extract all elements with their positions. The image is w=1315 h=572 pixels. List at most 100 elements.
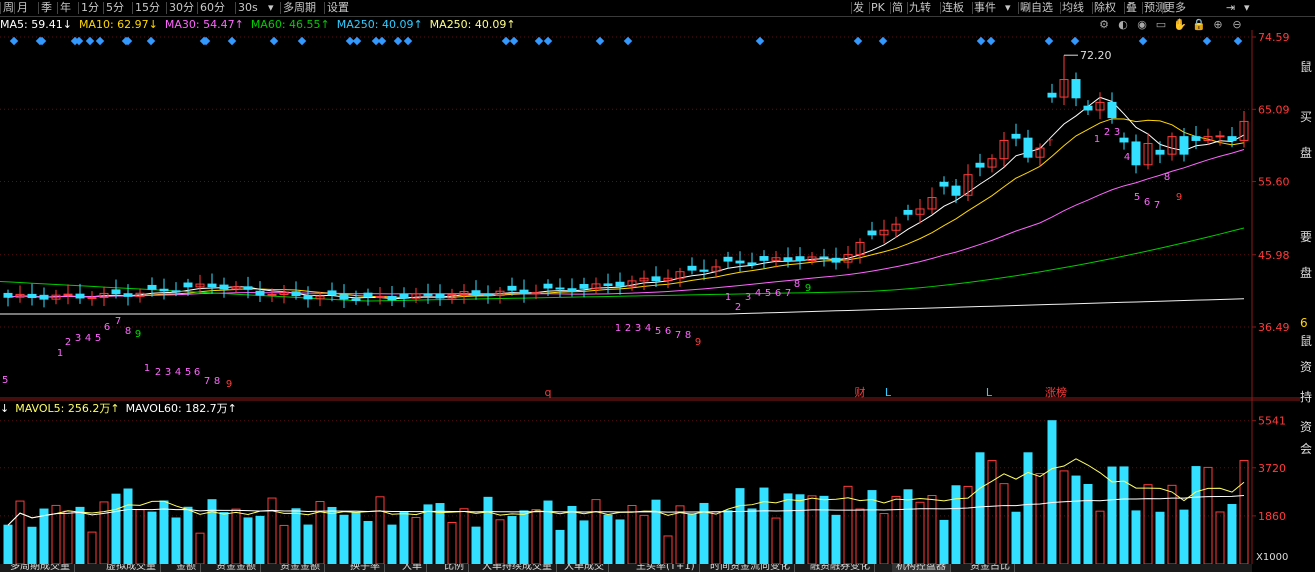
candle-body bbox=[975, 162, 985, 168]
candle-body bbox=[1035, 147, 1045, 158]
volume-bar bbox=[567, 505, 577, 564]
tab-divider bbox=[197, 2, 198, 14]
collapse-right-icon[interactable]: ⇥ bbox=[1226, 1, 1236, 14]
tool-tab-2[interactable]: 简 bbox=[892, 1, 903, 14]
period-tab-3[interactable]: 年 bbox=[60, 1, 71, 14]
dropdown-arrow-icon[interactable]: ▾ bbox=[1244, 1, 1250, 14]
signal-diamond-icon bbox=[986, 36, 996, 46]
indicator-tab[interactable]: 资金占比 bbox=[966, 564, 1015, 572]
volume-bar bbox=[1059, 470, 1069, 564]
side-panel-char: 要 bbox=[1300, 230, 1313, 244]
indicator-tab[interactable]: 时间资金流向变化 bbox=[706, 564, 795, 572]
td-count-label: 1 bbox=[615, 323, 621, 334]
tool-tab-5[interactable]: 事件 bbox=[974, 1, 996, 14]
indicator-tab[interactable]: 大单持续成交量 bbox=[478, 564, 557, 572]
comment-icon[interactable]: ▭ bbox=[1155, 18, 1167, 31]
candle-body bbox=[171, 290, 181, 293]
zoom-in-icon[interactable]: ⊕ bbox=[1213, 18, 1223, 31]
indicator-tab[interactable]: 融资融券变化 bbox=[806, 564, 875, 572]
gear-icon[interactable]: ⚙ bbox=[1099, 18, 1109, 31]
tool-tab-11[interactable]: 更多 bbox=[1164, 1, 1186, 14]
signal-diamond-icon bbox=[853, 36, 863, 46]
volume-bar bbox=[687, 513, 697, 564]
vol-legend-item: MAVOL5: 256.2万↑ bbox=[15, 402, 120, 415]
period-tab-9[interactable]: 30s bbox=[238, 1, 258, 14]
ma-legend: MA5: 59.41↓ MA10: 62.97↓ MA30: 54.47↑ MA60:… bbox=[0, 18, 523, 32]
td-count-label: 8 bbox=[685, 330, 691, 341]
volume-bar bbox=[807, 495, 817, 564]
hand-icon[interactable]: ✋ bbox=[1173, 18, 1187, 31]
indicator-tab[interactable]: 资金金额 bbox=[212, 564, 261, 572]
tab-divider bbox=[166, 2, 167, 14]
volume-bar bbox=[999, 483, 1009, 564]
indicator-tab[interactable]: 比例 bbox=[440, 564, 469, 572]
tool-tab-10[interactable]: 预测 bbox=[1144, 1, 1166, 14]
candle-body bbox=[1191, 136, 1201, 141]
period-tab-10[interactable]: 多周期 bbox=[283, 1, 316, 14]
period-tab-1[interactable]: 月 bbox=[17, 1, 28, 14]
volume-bar bbox=[1203, 466, 1213, 564]
candle-body bbox=[63, 293, 73, 296]
indicator-tab[interactable]: 大单成交 bbox=[560, 564, 609, 572]
tool-tab-1[interactable]: PK bbox=[871, 1, 885, 14]
volume-bar bbox=[459, 508, 469, 564]
candle-body bbox=[735, 260, 745, 264]
candle-body bbox=[831, 257, 841, 263]
volume-bar bbox=[327, 506, 337, 564]
dropdown-arrow-icon[interactable]: ▾ bbox=[1005, 1, 1011, 14]
tool-tab-7[interactable]: 均线 bbox=[1062, 1, 1084, 14]
period-tab-5[interactable]: 5分 bbox=[106, 1, 124, 14]
tool-tab-8[interactable]: 除权 bbox=[1094, 1, 1116, 14]
period-tab-8[interactable]: 60分 bbox=[200, 1, 225, 14]
dropdown-arrow-icon[interactable]: ▾ bbox=[268, 1, 274, 14]
indicator-tab[interactable]: 换手率 bbox=[346, 564, 385, 572]
eye-icon[interactable]: ◉ bbox=[1137, 18, 1147, 31]
candle-body bbox=[27, 293, 37, 299]
candle-body bbox=[663, 277, 673, 282]
tab-divider bbox=[1092, 2, 1093, 14]
volume-bar bbox=[375, 496, 385, 564]
td-count-label: 4 bbox=[755, 288, 761, 299]
lock-icon[interactable]: 🔒 bbox=[1192, 18, 1206, 31]
candle-body bbox=[1047, 92, 1057, 98]
volume-bar bbox=[771, 517, 781, 564]
indicator-tab[interactable]: 机构控盘器 bbox=[892, 564, 951, 572]
indicator-tab[interactable]: 多周期成交量 bbox=[6, 564, 75, 572]
contrast-icon[interactable]: ◐ bbox=[1118, 18, 1128, 31]
volume-bar bbox=[1179, 509, 1189, 564]
candle-body bbox=[495, 290, 505, 297]
side-panel-char: 买 bbox=[1300, 110, 1313, 124]
period-tab-2[interactable]: 季 bbox=[41, 1, 52, 14]
period-tab-4[interactable]: 1分 bbox=[81, 1, 99, 14]
period-tab-7[interactable]: 30分 bbox=[169, 1, 194, 14]
candle-body bbox=[615, 281, 625, 287]
td-count-label: 3 bbox=[75, 333, 81, 344]
td-count-label: 6 bbox=[194, 367, 200, 378]
tool-tab-3[interactable]: 九转 bbox=[909, 1, 931, 14]
period-tab-11[interactable]: 设置 bbox=[327, 1, 349, 14]
volume-bar bbox=[363, 520, 373, 564]
td-count-label: 1 bbox=[144, 363, 150, 374]
tab-divider bbox=[103, 2, 104, 14]
indicator-tab[interactable]: 虚拟成交量 bbox=[102, 564, 161, 572]
indicator-tab[interactable]: 金额 bbox=[172, 564, 201, 572]
volume-bar bbox=[531, 509, 541, 564]
tool-tab-9[interactable]: 叠 bbox=[1126, 1, 1137, 14]
signal-diamond-icon bbox=[501, 36, 511, 46]
tool-tab-4[interactable]: 连板 bbox=[942, 1, 964, 14]
td-count-label: 6 bbox=[665, 326, 671, 337]
zoom-out-icon[interactable]: ⊖ bbox=[1232, 18, 1242, 31]
indicator-tab[interactable]: 主买率(T+1) bbox=[632, 564, 700, 572]
indicator-tab[interactable]: 资金金额 bbox=[276, 564, 325, 572]
tool-tab-6[interactable]: 唰自选 bbox=[1020, 1, 1053, 14]
tool-tab-0[interactable]: 发 bbox=[853, 1, 864, 14]
candle-body bbox=[231, 286, 241, 290]
indicator-tab-bar: 多周期成交量 虚拟成交量 金额 资金金额 资金金额 换手率 大单 比例 大单持续成交量 大单成交 主… bbox=[0, 564, 1252, 572]
indicator-tab[interactable]: 大单 bbox=[398, 564, 427, 572]
period-tab-0[interactable]: 周 bbox=[3, 1, 14, 14]
candle-body bbox=[687, 265, 697, 271]
td-count-label: 7 bbox=[115, 316, 121, 327]
period-tab-6[interactable]: 15分 bbox=[135, 1, 160, 14]
td-count-label: 1 bbox=[57, 348, 63, 359]
